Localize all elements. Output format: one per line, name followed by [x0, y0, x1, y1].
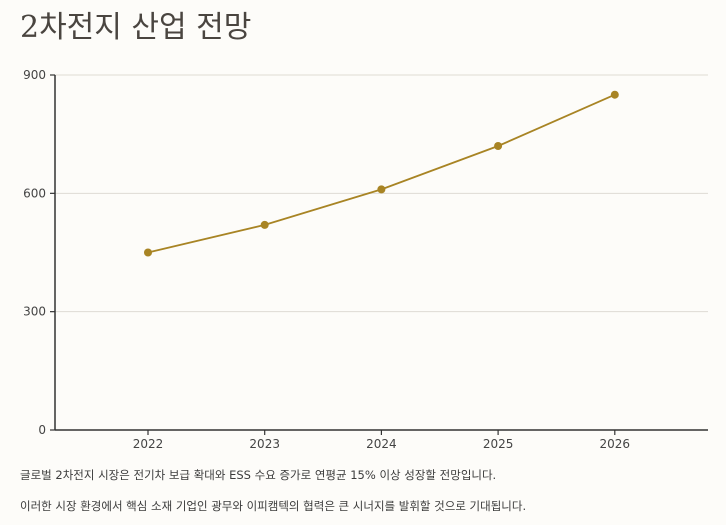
y-tick-label-0: 0	[38, 423, 46, 437]
note-market-growth: 글로벌 2차전지 시장은 전기차 보급 확대와 ESS 수요 증가로 연평균 1…	[20, 468, 497, 482]
data-point-2023	[260, 220, 269, 229]
page-title: 2차전지 산업 전망	[20, 10, 252, 45]
y-tick-label-600: 600	[23, 186, 46, 200]
x-tick-label-2022: 2022	[133, 437, 164, 451]
y-tick-label-900: 900	[23, 68, 46, 82]
y-axis-ticks: 0 300 600 900	[23, 68, 55, 437]
data-point-2025	[494, 142, 503, 150]
data-point-2022	[144, 248, 152, 257]
line-chart: 0 300 600 900 2022 2023 2024 2025 2026	[23, 68, 708, 451]
y-tick-label-300: 300	[23, 305, 46, 319]
series-group	[144, 90, 619, 257]
x-tick-label-2025: 2025	[483, 437, 514, 451]
x-tick-label-2023: 2023	[249, 437, 280, 451]
x-axis-ticks: 2022 2023 2024 2025 2026	[133, 430, 630, 451]
series-line-0	[147, 93, 616, 254]
note-synergy: 이러한 시장 환경에서 핵심 소재 기업인 광무와 이피캠텍의 협력은 큰 시너…	[20, 499, 527, 513]
data-point-2026	[610, 90, 619, 99]
x-tick-label-2026: 2026	[600, 437, 631, 451]
data-point-2024	[377, 185, 386, 194]
x-tick-label-2024: 2024	[366, 437, 397, 451]
